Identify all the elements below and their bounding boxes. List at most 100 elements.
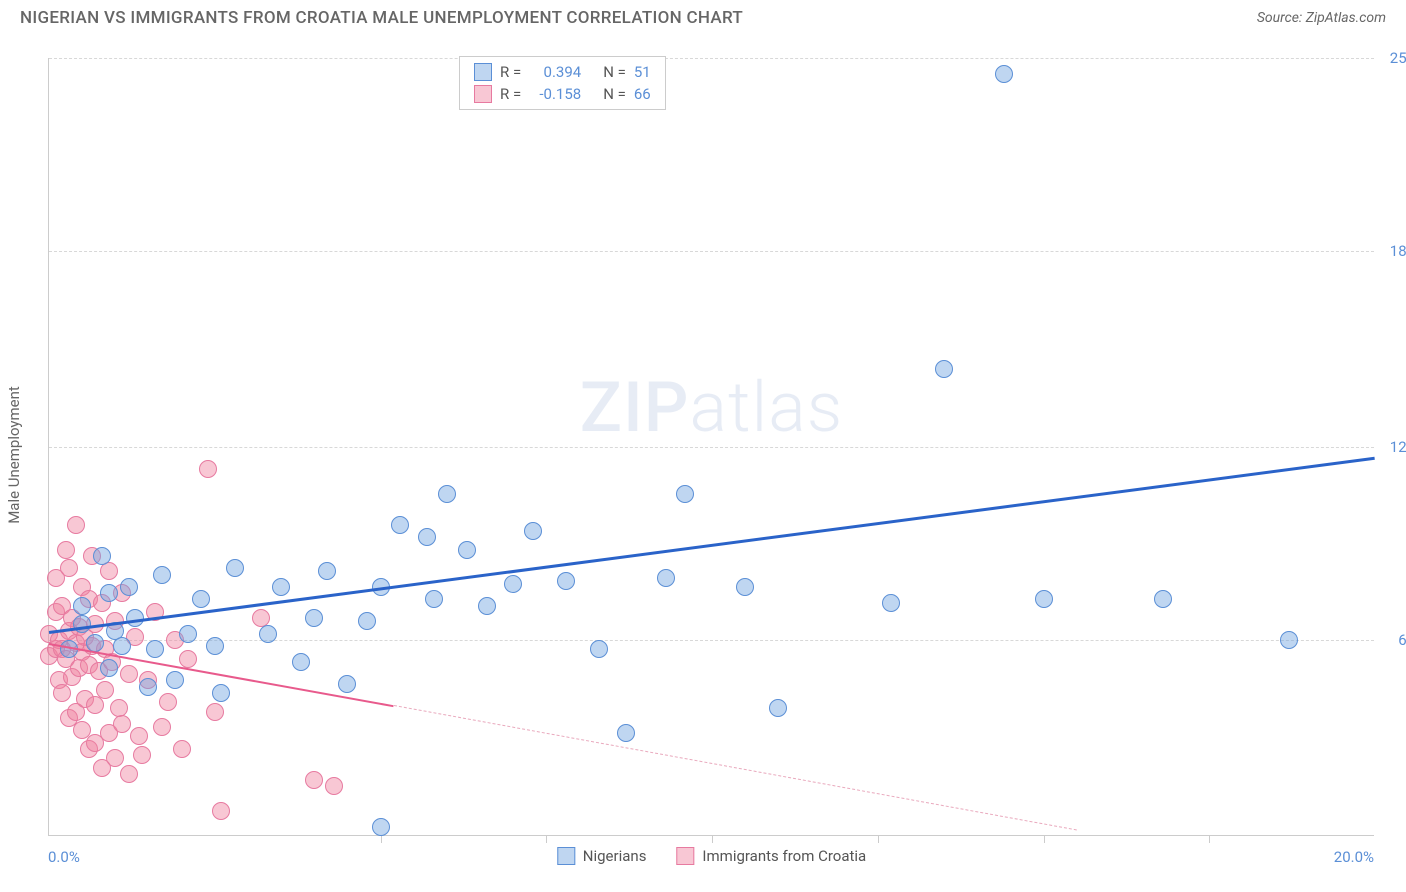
y-tick-label: 25.0% [1390,49,1406,67]
plot-area: ZIPatlas NigeriansImmigrants from Croati… [48,58,1374,836]
legend-label: Nigerians [583,847,647,865]
data-point-croatia [130,727,148,745]
data-point-nigerians [73,597,91,615]
data-point-nigerians [93,547,111,565]
chart-title: NIGERIAN VS IMMIGRANTS FROM CROATIA MALE… [20,8,743,28]
trend-line [394,705,1077,830]
grid-line [49,447,1374,448]
data-point-nigerians [391,516,409,534]
data-point-nigerians [458,541,476,559]
data-point-croatia [57,541,75,559]
data-point-croatia [113,715,131,733]
data-point-croatia [100,562,118,580]
x-tick [878,835,879,843]
data-point-nigerians [418,528,436,546]
legend: Nigerians Immigrants from Croatia [557,847,866,865]
legend-item: Nigerians [557,847,647,865]
data-point-nigerians [272,578,290,596]
swatch-icon [557,847,575,865]
data-point-nigerians [318,562,336,580]
stats-box: R = 0.394 N = 51R = -0.158 N = 66 [459,56,666,110]
stats-row: R =0.394N =51 [474,61,651,83]
y-tick-label: 18.8% [1390,242,1406,260]
data-point-nigerians [617,724,635,742]
data-point-nigerians [179,625,197,643]
data-point-croatia [106,749,124,767]
watermark: ZIPatlas [580,367,844,449]
x-axis-label-min: 0.0% [48,848,80,866]
data-point-nigerians [305,609,323,627]
data-point-nigerians [113,637,131,655]
data-point-nigerians [935,360,953,378]
legend-item: Immigrants from Croatia [676,847,866,865]
data-point-croatia [325,777,343,795]
data-point-croatia [212,802,230,820]
data-point-nigerians [736,578,754,596]
data-point-nigerians [153,566,171,584]
data-point-nigerians [166,671,184,689]
data-point-croatia [67,516,85,534]
chart-header: NIGERIAN VS IMMIGRANTS FROM CROATIA MALE… [0,0,1406,28]
swatch-icon [474,85,492,103]
data-point-nigerians [590,640,608,658]
data-point-nigerians [1035,590,1053,608]
data-point-nigerians [372,818,390,836]
x-axis-label-max: 20.0% [1334,848,1374,866]
data-point-nigerians [524,522,542,540]
data-point-nigerians [212,684,230,702]
y-axis-title: Male Unemployment [5,386,23,524]
data-point-nigerians [139,678,157,696]
data-point-nigerians [100,659,118,677]
data-point-croatia [96,681,114,699]
stat-n-label: N = [603,61,626,83]
data-point-nigerians [358,612,376,630]
data-point-nigerians [657,569,675,587]
data-point-nigerians [226,559,244,577]
data-point-croatia [120,665,138,683]
data-point-nigerians [259,625,277,643]
data-point-croatia [159,693,177,711]
data-point-nigerians [292,653,310,671]
data-point-nigerians [1280,631,1298,649]
data-point-croatia [86,696,104,714]
data-point-nigerians [478,597,496,615]
stat-r-value: -0.158 [529,83,581,105]
data-point-nigerians [338,675,356,693]
data-point-nigerians [120,578,138,596]
data-point-nigerians [146,640,164,658]
stats-row: R = -0.158 N = 66 [474,83,651,105]
data-point-croatia [120,765,138,783]
stat-n-label: N = [603,83,626,105]
stat-n-value: 51 [634,61,651,83]
grid-line [49,58,1374,59]
data-point-nigerians [769,699,787,717]
data-point-nigerians [676,485,694,503]
data-point-croatia [173,740,191,758]
y-tick-label: 6.3% [1398,631,1406,649]
data-point-croatia [206,703,224,721]
data-point-nigerians [425,590,443,608]
data-point-nigerians [1154,590,1172,608]
data-point-croatia [60,559,78,577]
trend-line [49,456,1375,633]
grid-line [49,640,1374,641]
data-point-nigerians [882,594,900,612]
x-tick [546,835,547,843]
data-point-nigerians [73,615,91,633]
stat-r-label: R = [500,83,521,105]
data-point-nigerians [557,572,575,590]
data-point-nigerians [100,584,118,602]
data-point-croatia [153,718,171,736]
x-tick [381,835,382,843]
y-tick-label: 12.5% [1390,438,1406,456]
swatch-icon [474,63,492,81]
data-point-croatia [179,650,197,668]
stat-n-value: 66 [634,83,651,105]
x-tick [1044,835,1045,843]
grid-line [49,251,1374,252]
x-tick [712,835,713,843]
stat-r-value: 0.394 [529,61,581,83]
data-point-croatia [133,746,151,764]
x-tick [1209,835,1210,843]
data-point-croatia [305,771,323,789]
